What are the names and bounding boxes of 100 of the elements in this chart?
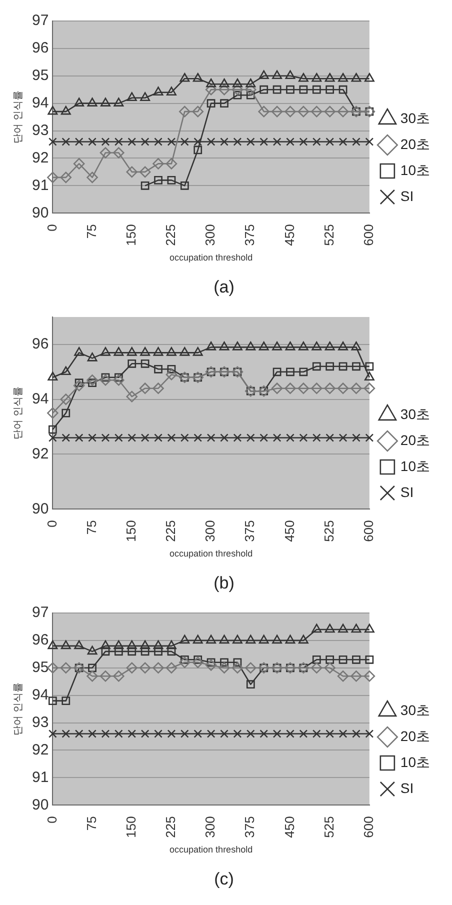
point <box>233 730 242 738</box>
point <box>154 730 162 738</box>
point <box>286 730 294 738</box>
point <box>324 342 335 350</box>
point <box>166 368 178 380</box>
point <box>337 670 349 682</box>
point <box>101 730 110 738</box>
point <box>179 106 190 118</box>
point <box>310 106 322 118</box>
point <box>245 662 256 674</box>
point <box>206 342 216 350</box>
point <box>128 647 136 656</box>
point <box>101 647 110 656</box>
point <box>260 730 268 738</box>
point <box>310 382 322 394</box>
point <box>324 382 336 394</box>
point <box>154 138 162 146</box>
point <box>114 98 124 106</box>
legend-label: 20초 <box>400 432 430 448</box>
point <box>128 138 136 146</box>
point <box>364 372 374 381</box>
legend-label: SI <box>400 780 414 796</box>
y-tick-label: 96 <box>32 336 49 353</box>
point <box>260 434 268 442</box>
point <box>218 662 230 674</box>
y-tick-label: 94 <box>32 390 49 408</box>
point <box>232 84 244 96</box>
point <box>86 374 98 386</box>
point <box>194 655 202 664</box>
point <box>312 72 322 82</box>
point <box>285 634 296 644</box>
point <box>298 72 308 82</box>
point <box>338 655 348 664</box>
point <box>60 640 71 650</box>
y-tick-label: 92 <box>32 445 49 462</box>
point <box>101 434 110 442</box>
point <box>246 730 255 738</box>
x-axis-title: occupation threshold <box>170 844 253 855</box>
point <box>233 138 242 146</box>
point <box>128 434 136 442</box>
point <box>74 434 84 442</box>
x-tick-label: 150 <box>123 816 138 838</box>
x-tick-label: 525 <box>321 224 336 246</box>
point <box>139 382 151 394</box>
x-tick-label: 225 <box>163 224 178 246</box>
point <box>60 366 71 376</box>
point <box>246 138 255 146</box>
x-tick-label: 600 <box>361 224 376 246</box>
point <box>47 172 58 184</box>
point <box>246 90 255 100</box>
point <box>180 655 189 664</box>
y-tick-label: 96 <box>32 40 49 57</box>
point <box>47 407 58 419</box>
y-tick-label: 92 <box>32 741 49 758</box>
x-tick-label: 75 <box>84 520 99 535</box>
point <box>312 624 322 633</box>
point <box>326 655 334 664</box>
x-tick-label: 300 <box>202 520 218 542</box>
point <box>351 624 362 633</box>
y-axis-title: 단어 인식률 <box>12 682 24 736</box>
x-tick-label: 150 <box>123 224 138 246</box>
point <box>114 730 123 738</box>
point <box>220 434 228 442</box>
point <box>219 78 230 88</box>
point <box>87 646 98 655</box>
point <box>87 98 98 106</box>
point <box>167 647 176 656</box>
y-tick-label: 91 <box>32 176 49 194</box>
point <box>272 634 282 644</box>
point <box>194 730 202 738</box>
point <box>48 434 57 442</box>
point <box>166 347 176 356</box>
point <box>326 434 334 442</box>
point <box>338 624 348 633</box>
point <box>153 86 164 96</box>
legend-label: 30초 <box>400 110 430 126</box>
legend-label: 30초 <box>400 406 430 422</box>
x-tick-label: 450 <box>282 224 297 246</box>
point <box>272 368 282 376</box>
x-tick-label: 75 <box>84 224 99 239</box>
point <box>338 342 348 350</box>
point <box>326 362 334 371</box>
point <box>286 434 294 442</box>
point <box>324 624 335 633</box>
point <box>113 670 124 682</box>
point <box>206 99 216 108</box>
legend-label: 10초 <box>400 754 430 770</box>
x-axis-title: occupation threshold <box>170 548 253 559</box>
point <box>219 634 230 644</box>
point <box>47 662 58 674</box>
y-tick-label: 92 <box>32 149 49 166</box>
point <box>351 72 362 82</box>
point <box>48 640 58 650</box>
point <box>62 696 70 706</box>
point <box>338 138 348 146</box>
point <box>128 730 136 738</box>
x-tick-label: 600 <box>361 816 376 838</box>
point <box>246 78 256 88</box>
point <box>312 85 321 94</box>
point <box>338 730 348 738</box>
